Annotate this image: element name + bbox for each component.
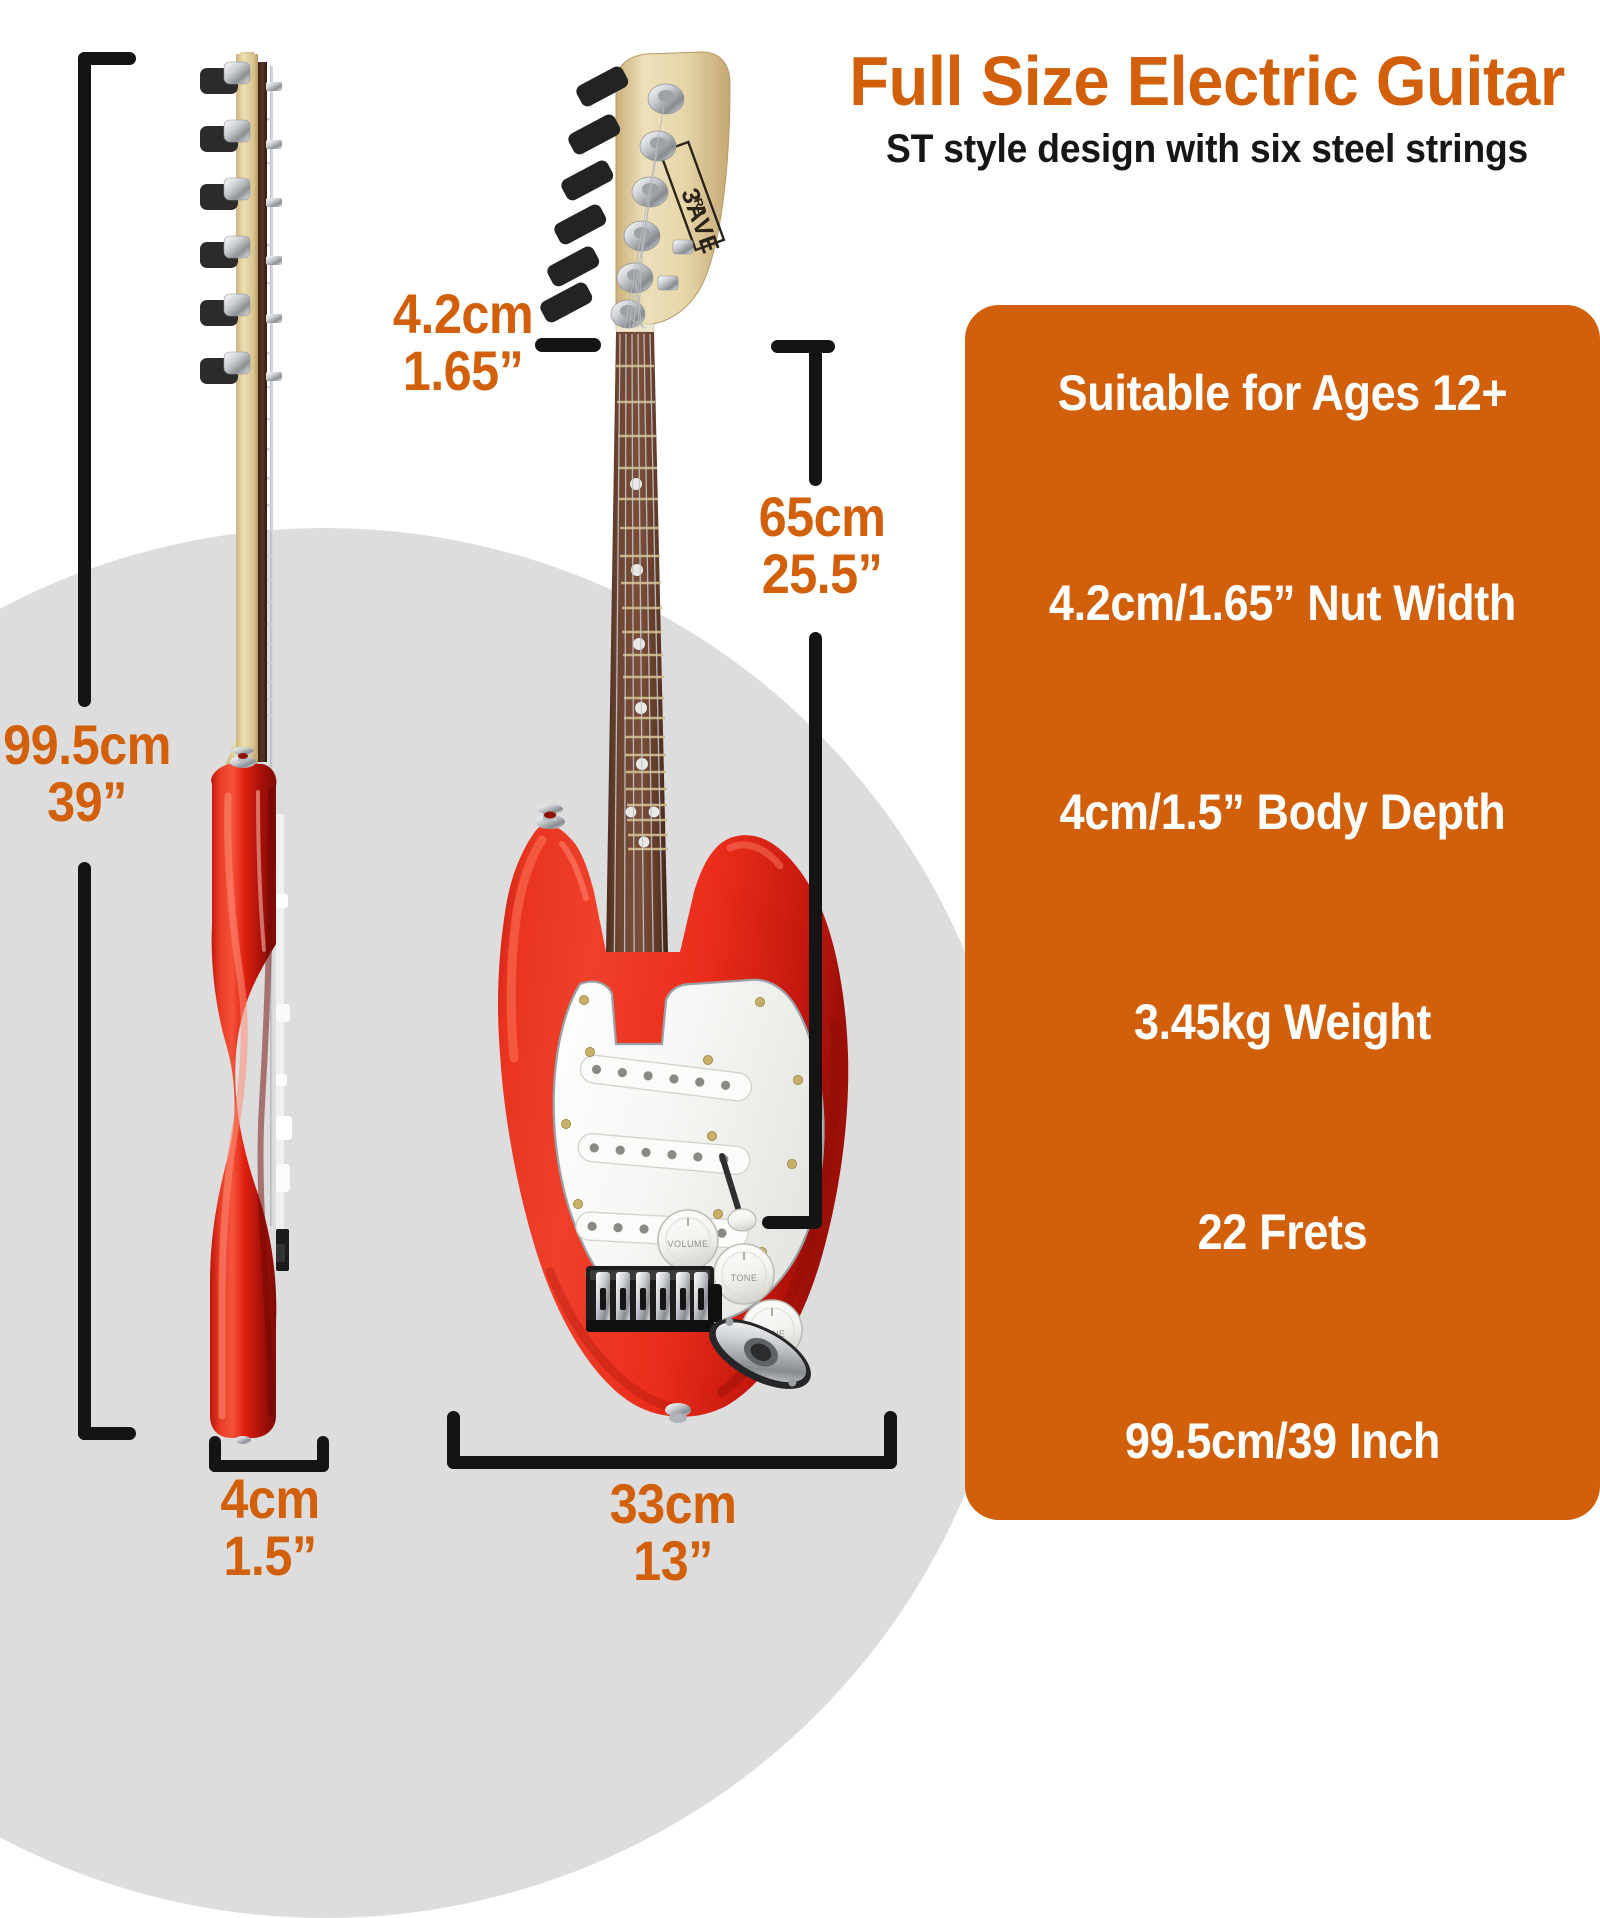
pickguard: VOLUME TONE TONE xyxy=(552,978,825,1361)
bracket-total-length-upper xyxy=(78,52,91,707)
tremolo-bridge xyxy=(586,1266,722,1332)
spec-item-nut-width: 4.2cm/1.65” Nut Width xyxy=(1048,574,1517,631)
output-jack-plate xyxy=(709,1317,811,1389)
spec-item-weight: 3.45kg Weight xyxy=(1133,994,1432,1051)
guitar-side-profile-view xyxy=(140,44,380,1444)
page-subtitle: ST style design with six steel strings xyxy=(885,127,1529,171)
label-total-length: 99.5cm 39” xyxy=(3,713,171,834)
bracket-total-length-bottom xyxy=(78,1427,136,1440)
svg-text:VOLUME: VOLUME xyxy=(667,1239,708,1249)
spec-item-frets: 22 Frets xyxy=(1197,1203,1368,1260)
tuner-buttons xyxy=(540,66,629,323)
bracket-body-depth-bottom xyxy=(209,1460,329,1472)
strap-button-bottom xyxy=(665,1403,691,1423)
tuning-machines-side xyxy=(200,61,282,384)
bracket-body-width-bottom xyxy=(447,1456,897,1469)
bracket-scale-length-upper xyxy=(809,340,822,486)
bracket-nut-width xyxy=(535,338,601,352)
strap-button-front xyxy=(535,804,565,829)
bracket-scale-length-lower xyxy=(809,632,822,1229)
specifications-panel: Suitable for Ages 12+ 4.2cm/1.65” Nut Wi… xyxy=(965,305,1600,1520)
page-title: Full Size Electric Guitar xyxy=(849,42,1565,120)
label-body-depth: 4cm 1.5” xyxy=(220,1467,320,1588)
bracket-total-length-lower xyxy=(78,862,91,1440)
strap-button-side xyxy=(230,747,256,768)
svg-text:TONE: TONE xyxy=(731,1273,758,1283)
control-knobs: VOLUME TONE TONE xyxy=(657,1209,803,1361)
spec-item-age: Suitable for Ages 12+ xyxy=(1057,365,1508,421)
guitar-front-view: 3 RD AVE xyxy=(430,44,900,1444)
bracket-body-width-right xyxy=(884,1411,897,1469)
headstock: 3 RD AVE xyxy=(540,51,731,333)
pickups xyxy=(575,1054,753,1249)
bracket-scale-length-bottom xyxy=(762,1216,822,1229)
label-nut-width: 4.2cm 1.65” xyxy=(392,282,534,403)
pickup-selector-switch xyxy=(719,1153,757,1232)
svg-text:RD: RD xyxy=(691,196,710,217)
spec-item-body-depth: 4cm/1.5” Body Depth xyxy=(1059,784,1506,841)
bracket-scale-length-top xyxy=(771,340,835,353)
bracket-total-length-top xyxy=(78,52,136,65)
spec-item-length: 99.5cm/39 Inch xyxy=(1124,1413,1441,1470)
infographic-canvas: Full Size Electric Guitar ST style desig… xyxy=(0,42,1600,1918)
bracket-body-depth-right xyxy=(317,1436,329,1472)
label-body-width: 33cm 13” xyxy=(609,1472,737,1593)
bracket-body-width-left xyxy=(447,1411,460,1469)
label-scale-length: 65cm 25.5” xyxy=(758,485,886,606)
